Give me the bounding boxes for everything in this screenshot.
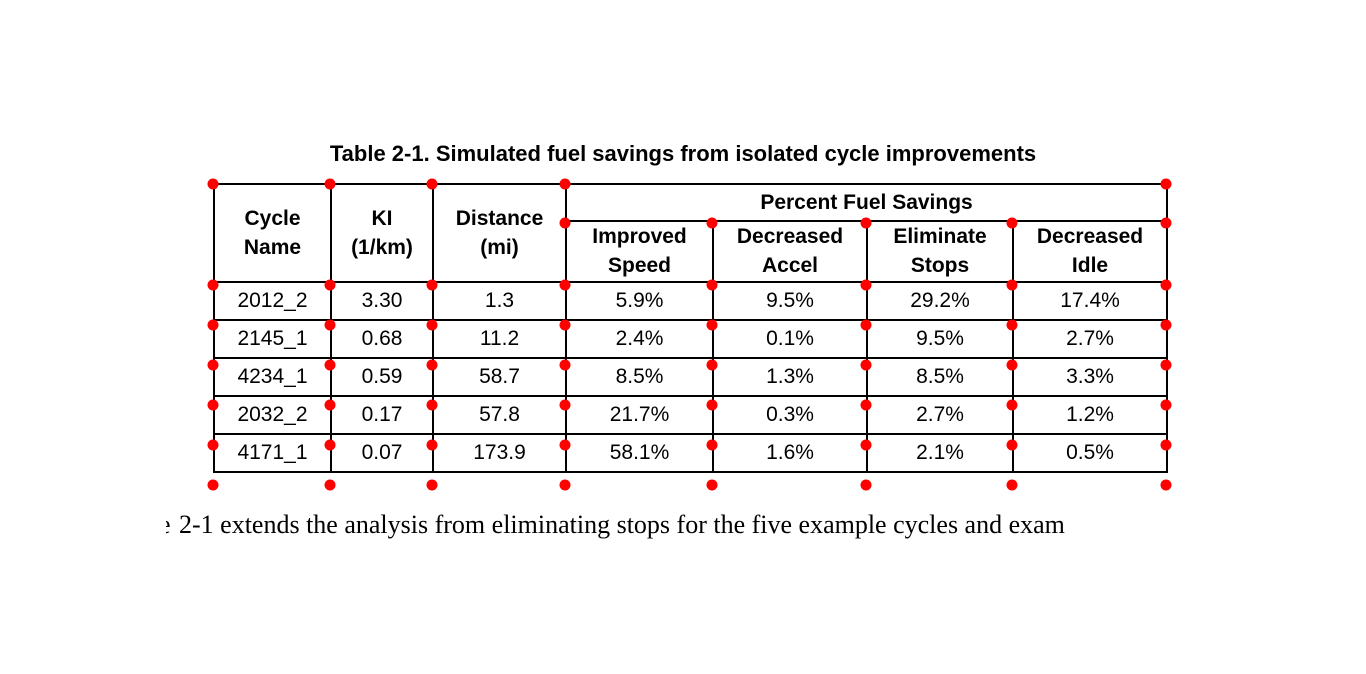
col-header-ki: KI (1/km) <box>330 183 434 283</box>
cell-improved-speed: 2.4% <box>565 318 714 359</box>
cell-ki: 3.30 <box>330 280 434 321</box>
cell-distance: 57.8 <box>432 394 567 435</box>
cell-decreased-accel: 1.3% <box>712 356 868 397</box>
table-caption: Table 2-1. Simulated fuel savings from i… <box>329 141 1037 166</box>
corner-dot <box>207 479 219 491</box>
cell-decreased-idle: 1.2% <box>1011 394 1169 435</box>
cell-cycle-name: 2145_1 <box>213 318 332 359</box>
corner-dot <box>860 479 872 491</box>
cell-distance: 173.9 <box>432 432 567 473</box>
cell-eliminate-stops: 2.1% <box>866 432 1014 473</box>
cell-eliminate-stops: 2.7% <box>866 394 1014 435</box>
cell-decreased-accel: 0.1% <box>712 318 868 359</box>
cell-improved-speed: 21.7% <box>565 394 714 435</box>
cell-improved-speed: 58.1% <box>565 432 714 473</box>
cell-ki: 0.17 <box>330 394 434 435</box>
fuel-savings-table: Cycle Name KI (1/km) Distance (mi) Perce… <box>213 183 1169 473</box>
cell-cycle-name: 4171_1 <box>213 432 332 473</box>
body-text-line: e2-1 extends the analysis from eliminati… <box>166 510 1065 540</box>
cell-distance: 1.3 <box>432 280 567 321</box>
cell-decreased-idle: 3.3% <box>1011 356 1169 397</box>
col-header-cycle-name: Cycle Name <box>213 183 332 283</box>
cell-decreased-idle: 0.5% <box>1011 432 1169 473</box>
header-row-group: Cycle Name KI (1/km) Distance (mi) Perce… <box>213 183 1169 283</box>
cell-eliminate-stops: 9.5% <box>866 318 1014 359</box>
cell-decreased-idle: 17.4% <box>1011 280 1169 321</box>
cell-decreased-accel: 1.6% <box>712 432 868 473</box>
col-header-eliminate-stops: Eliminate Stops <box>866 220 1014 283</box>
cell-ki: 0.07 <box>330 432 434 473</box>
col-header-decreased-idle: Decreased Idle <box>1011 220 1169 283</box>
cell-improved-speed: 5.9% <box>565 280 714 321</box>
header-row-sub: Improved Speed Decreased Accel Eliminate… <box>214 220 1169 283</box>
clipped-character: e <box>166 510 173 540</box>
table-row: 2032_2 0.17 57.8 21.7% 0.3% 2.7% 1.2% <box>213 394 1169 435</box>
cell-decreased-idle: 2.7% <box>1011 318 1169 359</box>
col-header-decreased-accel: Decreased Accel <box>712 220 868 283</box>
cell-ki: 0.59 <box>330 356 434 397</box>
cell-cycle-name: 2012_2 <box>213 280 332 321</box>
col-header-distance: Distance (mi) <box>432 183 567 283</box>
col-header-improved-speed: Improved Speed <box>565 220 714 283</box>
corner-dot <box>706 479 718 491</box>
cell-distance: 58.7 <box>432 356 567 397</box>
cell-ki: 0.68 <box>330 318 434 359</box>
corner-dot <box>1006 479 1018 491</box>
corner-dot <box>426 479 438 491</box>
table-row: 4171_1 0.07 173.9 58.1% 1.6% 2.1% 0.5% <box>213 432 1169 473</box>
cell-decreased-accel: 9.5% <box>712 280 868 321</box>
cell-improved-speed: 8.5% <box>565 356 714 397</box>
table-row: 4234_1 0.59 58.7 8.5% 1.3% 8.5% 3.3% <box>213 356 1169 397</box>
body-sentence: 2-1 extends the analysis from eliminatin… <box>179 510 1065 539</box>
table-row: 2145_1 0.68 11.2 2.4% 0.1% 9.5% 2.7% <box>213 318 1169 359</box>
cell-cycle-name: 4234_1 <box>213 356 332 397</box>
corner-dot <box>324 479 336 491</box>
table-row: 2012_2 3.30 1.3 5.9% 9.5% 29.2% 17.4% <box>213 280 1169 321</box>
cell-distance: 11.2 <box>432 318 567 359</box>
cell-eliminate-stops: 29.2% <box>866 280 1014 321</box>
corner-dot <box>1160 479 1172 491</box>
cell-eliminate-stops: 8.5% <box>866 356 1014 397</box>
cell-cycle-name: 2032_2 <box>213 394 332 435</box>
cell-decreased-accel: 0.3% <box>712 394 868 435</box>
corner-dot <box>559 479 571 491</box>
group-header-percent-fuel-savings: Percent Fuel Savings <box>564 183 1169 222</box>
